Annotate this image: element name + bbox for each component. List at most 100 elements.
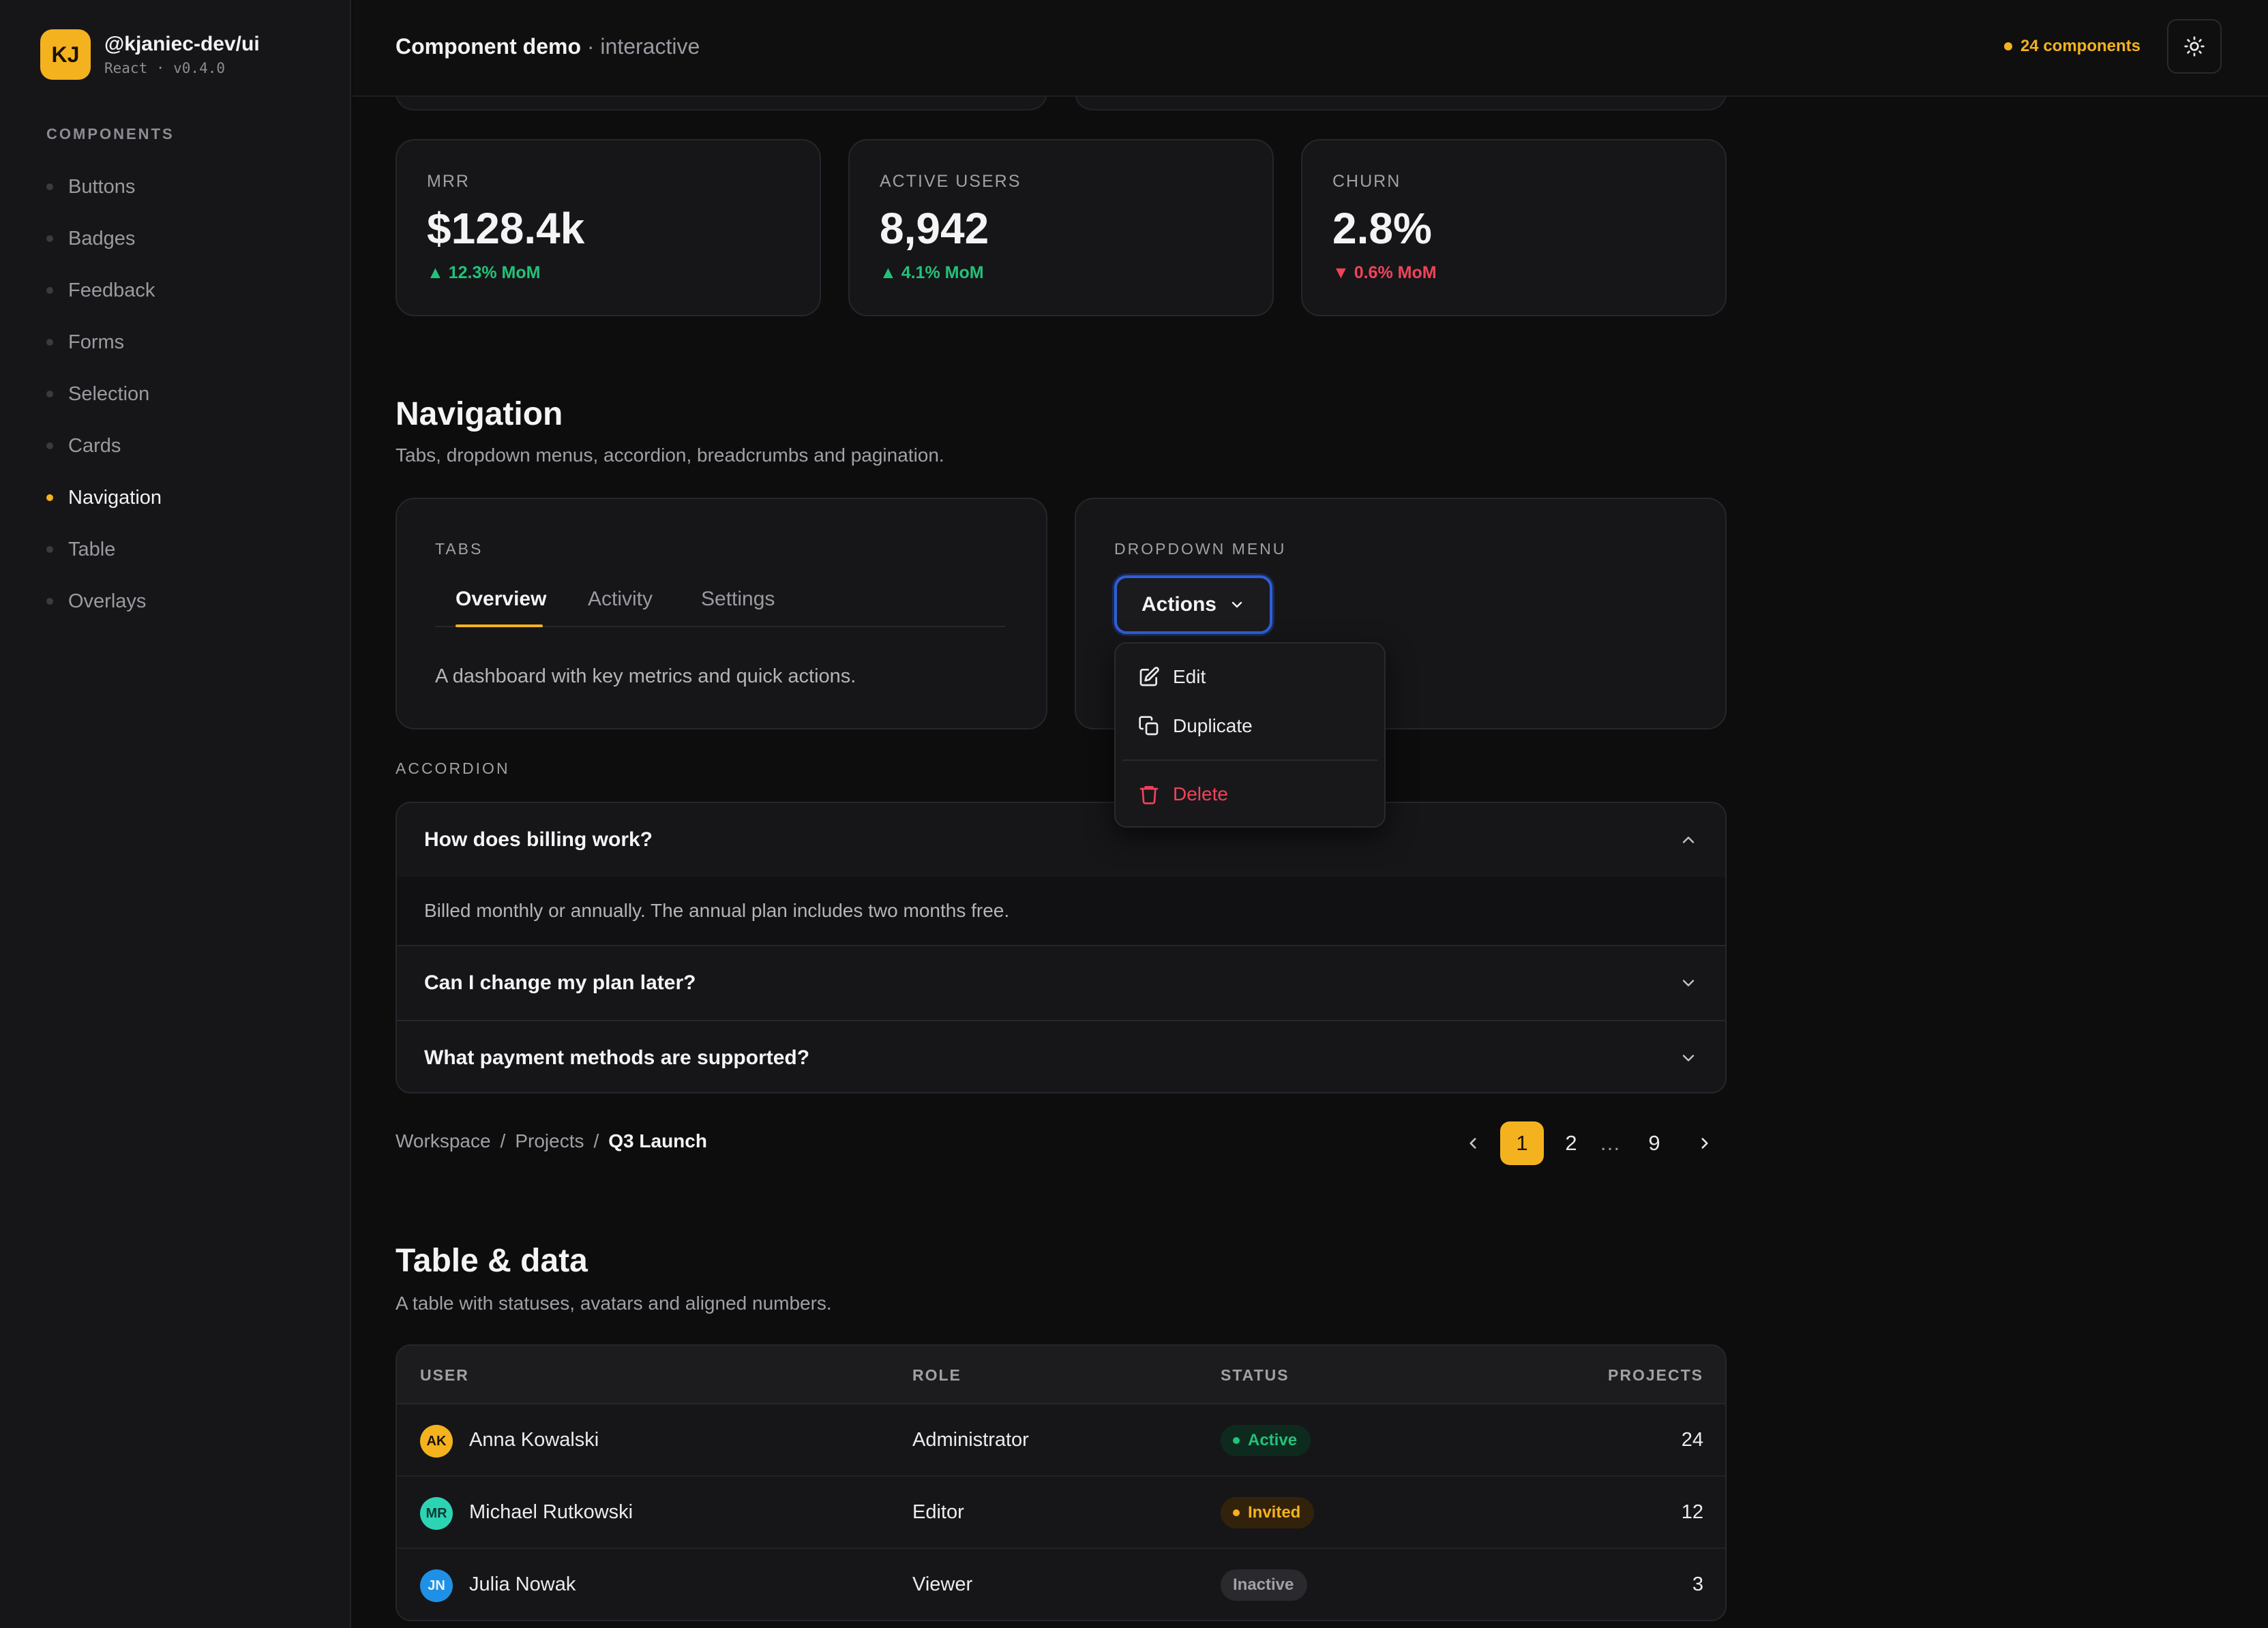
pagination: 1 2 … 9 bbox=[1500, 1121, 1676, 1165]
chevron-down-icon bbox=[1679, 974, 1698, 998]
menu-item-duplicate[interactable]: Duplicate bbox=[1136, 709, 1253, 743]
accordion-label: ACCORDION bbox=[396, 759, 510, 777]
brand-name: @kjaniec-dev/ui bbox=[104, 33, 260, 55]
sidebar-item-label: Feedback bbox=[68, 279, 155, 301]
column-header-projects[interactable]: PROJECTS bbox=[1608, 1366, 1703, 1384]
pagination-next-button[interactable] bbox=[1683, 1121, 1727, 1165]
sidebar-item-table[interactable]: Table bbox=[46, 524, 162, 575]
bullet-icon bbox=[46, 391, 53, 397]
edit-icon bbox=[1136, 664, 1162, 690]
table-row[interactable]: JN Julia Nowak Viewer Inactive 3 bbox=[397, 1549, 1725, 1620]
menu-item-label: Edit bbox=[1173, 666, 1206, 687]
bullet-icon bbox=[46, 235, 53, 242]
stat-label: MRR bbox=[427, 172, 470, 191]
page-button-9[interactable]: 9 bbox=[1648, 1131, 1660, 1155]
accordion-question: What payment methods are supported? bbox=[424, 1046, 810, 1069]
avatar: MR bbox=[420, 1497, 453, 1530]
user-role: Viewer bbox=[912, 1573, 973, 1595]
accordion-item-billing[interactable]: How does billing work? bbox=[397, 803, 1725, 877]
tab-activity[interactable]: Activity bbox=[588, 588, 653, 610]
bullet-icon bbox=[46, 442, 53, 449]
table-header: USER ROLE STATUS PROJECTS bbox=[397, 1346, 1725, 1404]
actions-dropdown-button[interactable]: Actions bbox=[1114, 575, 1272, 634]
breadcrumb-item-projects[interactable]: Projects bbox=[515, 1130, 584, 1151]
sidebar-item-label: Badges bbox=[68, 227, 136, 250]
sidebar-item-badges[interactable]: Badges bbox=[46, 213, 162, 265]
section-description: Tabs, dropdown menus, accordion, breadcr… bbox=[396, 444, 944, 466]
accordion-item-change-plan[interactable]: Can I change my plan later? bbox=[397, 946, 1725, 1020]
status-dot-icon bbox=[2003, 42, 2012, 50]
sidebar-item-overlays[interactable]: Overlays bbox=[46, 575, 162, 627]
brand-version: React · v0.4.0 bbox=[104, 60, 226, 76]
chevron-right-icon bbox=[1701, 1138, 1708, 1149]
status-dot-icon bbox=[1233, 1509, 1240, 1516]
column-header-status[interactable]: STATUS bbox=[1221, 1366, 1289, 1384]
section-title-navigation: Navigation bbox=[396, 396, 563, 432]
bullet-icon bbox=[46, 546, 53, 553]
pagination-prev-button[interactable] bbox=[1451, 1121, 1495, 1165]
divider bbox=[397, 945, 1725, 946]
sidebar-item-label: Overlays bbox=[68, 590, 147, 612]
theme-toggle-button[interactable] bbox=[2167, 19, 2222, 74]
user-role: Editor bbox=[912, 1501, 964, 1523]
page-button-2[interactable]: 2 bbox=[1565, 1131, 1577, 1155]
status-badge: Active bbox=[1221, 1425, 1311, 1456]
project-count: 3 bbox=[1692, 1573, 1703, 1595]
user-name: Anna Kowalski bbox=[469, 1429, 599, 1451]
menu-item-edit[interactable]: Edit bbox=[1136, 660, 1206, 694]
status-label: Active bbox=[1248, 1431, 1298, 1449]
page-title-sub: · interactive bbox=[586, 34, 700, 59]
sidebar-item-label: Forms bbox=[68, 331, 125, 353]
avatar: AK bbox=[420, 1425, 453, 1458]
sidebar: KJ @kjaniec-dev/ui React · v0.4.0 COMPON… bbox=[0, 0, 351, 1628]
active-tab-indicator bbox=[456, 624, 543, 627]
chevron-up-icon bbox=[1679, 830, 1698, 855]
users-table: USER ROLE STATUS PROJECTS AK Anna Kowals… bbox=[396, 1344, 1727, 1621]
tabs-panel: TABS Overview Activity Settings A dashbo… bbox=[396, 498, 1047, 729]
accordion-answer: Billed monthly or annually. The annual p… bbox=[397, 877, 1725, 945]
tab-settings[interactable]: Settings bbox=[701, 588, 775, 610]
column-header-user[interactable]: USER bbox=[420, 1366, 469, 1384]
menu-divider bbox=[1122, 759, 1377, 761]
sidebar-item-label: Navigation bbox=[68, 486, 162, 509]
dropdown-menu: Edit Duplicate Delete bbox=[1114, 642, 1386, 828]
tab-overview[interactable]: Overview bbox=[456, 588, 547, 610]
menu-item-label: Duplicate bbox=[1173, 715, 1253, 736]
panel-label: TABS bbox=[435, 540, 483, 558]
stat-card-active-users: ACTIVE USERS 8,942 ▲ 4.1% MoM bbox=[848, 139, 1274, 316]
sidebar-item-cards[interactable]: Cards bbox=[46, 420, 162, 472]
status-label: Invited bbox=[1248, 1503, 1301, 1522]
user-name: Julia Nowak bbox=[469, 1573, 576, 1595]
sidebar-item-forms[interactable]: Forms bbox=[46, 316, 162, 368]
panel-label: DROPDOWN MENU bbox=[1114, 540, 1287, 558]
stat-label: ACTIVE USERS bbox=[880, 172, 1021, 191]
breadcrumb-item-workspace[interactable]: Workspace bbox=[396, 1130, 491, 1151]
active-bullet-icon bbox=[46, 494, 53, 501]
trash-icon bbox=[1136, 781, 1162, 807]
component-count-badge: 24 components bbox=[2003, 37, 2140, 56]
column-header-role[interactable]: ROLE bbox=[912, 1366, 961, 1384]
sidebar-item-navigation[interactable]: Navigation bbox=[46, 472, 162, 524]
table-row[interactable]: MR Michael Rutkowski Editor Invited 12 bbox=[397, 1477, 1725, 1549]
accordion-item-payment[interactable]: What payment methods are supported? bbox=[397, 1021, 1725, 1092]
brand[interactable]: KJ @kjaniec-dev/ui React · v0.4.0 bbox=[40, 29, 260, 80]
sidebar-item-buttons[interactable]: Buttons bbox=[46, 161, 162, 213]
stat-delta: ▲ 12.3% MoM bbox=[427, 263, 541, 282]
divider bbox=[397, 1020, 1725, 1021]
breadcrumb-separator: / bbox=[500, 1130, 506, 1151]
stat-label: CHURN bbox=[1332, 172, 1401, 191]
page-button-1[interactable]: 1 bbox=[1500, 1121, 1544, 1165]
table-row[interactable]: AK Anna Kowalski Administrator Active 24 bbox=[397, 1404, 1725, 1477]
status-badge: Invited bbox=[1221, 1497, 1315, 1528]
section-description: A table with statuses, avatars and align… bbox=[396, 1293, 832, 1314]
sidebar-item-label: Selection bbox=[68, 382, 150, 405]
stat-value: 8,942 bbox=[880, 204, 989, 253]
bullet-icon bbox=[46, 339, 53, 346]
project-count: 12 bbox=[1681, 1501, 1703, 1523]
menu-item-label: Delete bbox=[1173, 783, 1228, 804]
component-count-label: 24 components bbox=[2020, 37, 2140, 55]
sidebar-item-selection[interactable]: Selection bbox=[46, 368, 162, 420]
brand-logo: KJ bbox=[40, 29, 91, 80]
menu-item-delete[interactable]: Delete bbox=[1136, 777, 1228, 811]
sidebar-item-feedback[interactable]: Feedback bbox=[46, 265, 162, 316]
